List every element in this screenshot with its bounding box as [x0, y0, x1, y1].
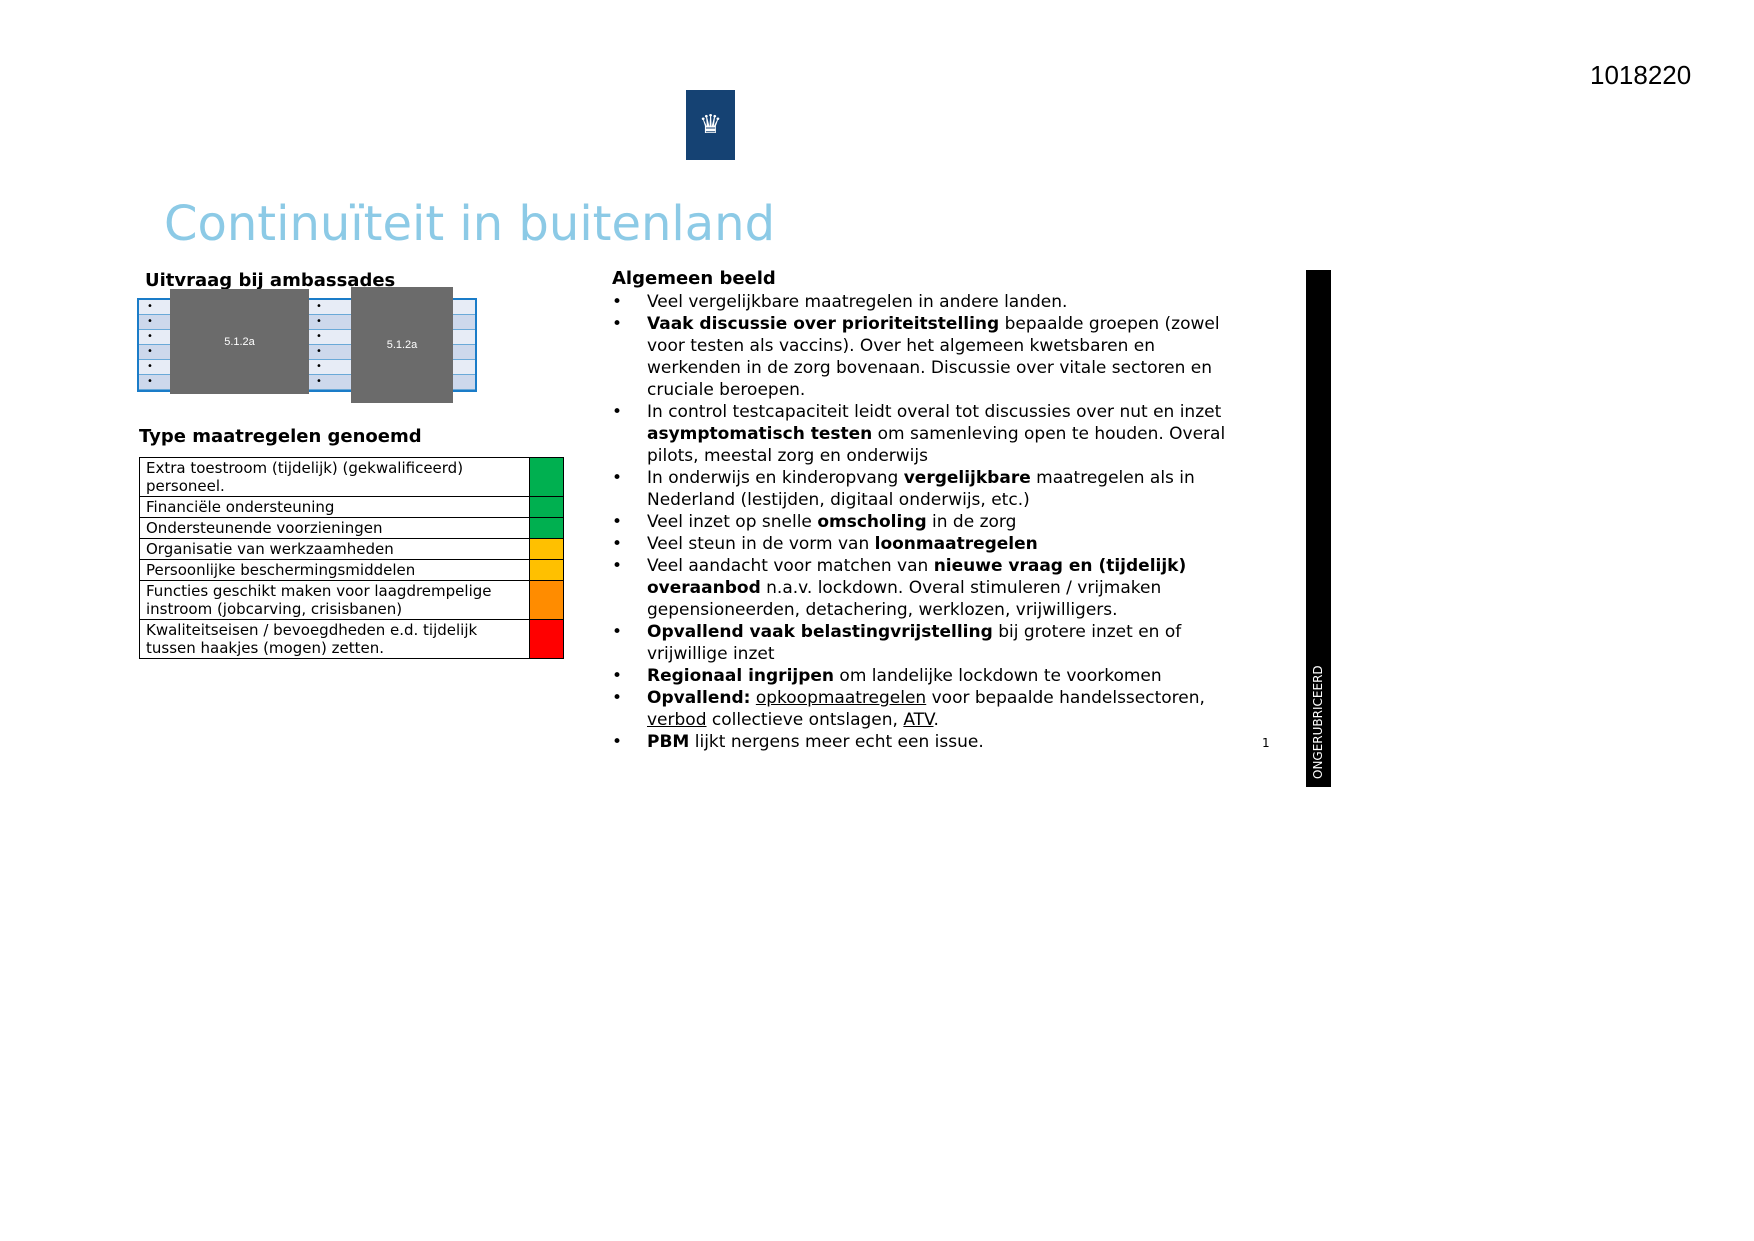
status-color-swatch: [529, 619, 564, 659]
table-row: Persoonlijke beschermingsmiddelen: [139, 559, 564, 581]
measure-label: Persoonlijke beschermingsmiddelen: [139, 559, 530, 581]
text-segment: n.a.v. lockdown. Overal stimuleren / vri…: [647, 578, 1162, 620]
text-segment: In onderwijs en kinderopvang: [647, 468, 904, 488]
text-segment: in de zorg: [926, 512, 1017, 532]
list-item: Veel aandacht voor matchen van nieuwe vr…: [612, 555, 1252, 621]
text-segment: verbod: [647, 710, 707, 730]
text-segment: bepaalde groepen (zowel voor testen als …: [647, 314, 1220, 400]
redaction-block: 5.1.2a: [351, 287, 453, 403]
status-color-swatch: [529, 538, 564, 560]
text-segment: Vaak discussie over prioriteitstelling: [647, 314, 1000, 334]
redaction-label: 5.1.2a: [386, 339, 418, 351]
classification-label: ONGERUBRICEERD: [1311, 665, 1325, 779]
text-segment: omscholing: [817, 512, 927, 532]
measures-heading: Type maatregelen genoemd: [139, 426, 422, 447]
text-segment: nieuwe vraag en (tijdelijk) overaanbod: [647, 556, 1187, 598]
text-segment: om samenleving open te houden. Overal pi…: [647, 424, 1226, 466]
page-number: 1: [1262, 736, 1270, 750]
text-segment: ATV: [903, 710, 934, 730]
status-color-swatch: [529, 496, 564, 518]
text-segment: Veel aandacht voor matchen van: [647, 556, 934, 576]
table-row: Financiële ondersteuning: [139, 496, 564, 518]
table-row: Functies geschikt maken voor laagdrempel…: [139, 580, 564, 620]
list-item: Opvallend vaak belastingvrijstelling bij…: [612, 621, 1252, 665]
document-number: 1018220: [1590, 60, 1692, 90]
list-item: Veel vergelijkbare maatregelen in andere…: [612, 291, 1252, 313]
status-color-swatch: [529, 517, 564, 539]
text-segment: loonmaatregelen: [874, 534, 1038, 554]
text-segment: Veel vergelijkbare maatregelen in andere…: [647, 292, 1068, 312]
coat-of-arms-icon: ♛: [686, 90, 735, 160]
status-color-swatch: [529, 580, 564, 620]
text-segment: In control testcapaciteit leidt overal t…: [647, 402, 1222, 422]
text-segment: asymptomatisch testen: [647, 424, 873, 444]
redaction-label: 5.1.2a: [224, 335, 255, 348]
measure-label: Functies geschikt maken voor laagdrempel…: [139, 580, 530, 620]
text-segment: Veel steun in de vorm van: [647, 534, 875, 554]
list-item: Opvallend: opkoopmaatregelen voor bepaal…: [612, 687, 1252, 731]
table-row: Kwaliteitseisen / bevoegdheden e.d. tijd…: [139, 619, 564, 659]
list-item: Regionaal ingrijpen om landelijke lockdo…: [612, 665, 1252, 687]
text-segment: voor bepaalde handelssectoren,: [926, 688, 1205, 708]
measure-label: Organisatie van werkzaamheden: [139, 538, 530, 560]
measure-label: Ondersteunende voorzieningen: [139, 517, 530, 539]
list-item: Veel steun in de vorm van loonmaatregele…: [612, 533, 1252, 555]
text-segment: collectieve ontslagen,: [706, 710, 904, 730]
measure-label: Financiële ondersteuning: [139, 496, 530, 518]
text-segment: om landelijke lockdown te voorkomen: [834, 666, 1162, 686]
survey-heading: Uitvraag bij ambassades: [145, 270, 396, 291]
text-segment: vergelijkbare: [903, 468, 1031, 488]
text-segment: opkoopmaatregelen: [755, 688, 927, 708]
general-picture-heading: Algemeen beeld: [612, 268, 776, 289]
list-item: In onderwijs en kinderopvang vergelijkba…: [612, 467, 1252, 511]
measures-table: Extra toestroom (tijdelijk) (gekwalifice…: [139, 457, 564, 659]
list-item: Vaak discussie over prioriteitstelling b…: [612, 313, 1252, 401]
list-item: PBM lijkt nergens meer echt een issue.: [612, 731, 1252, 753]
status-color-swatch: [529, 457, 564, 497]
measure-label: Kwaliteitseisen / bevoegdheden e.d. tijd…: [139, 619, 530, 659]
table-row: Extra toestroom (tijdelijk) (gekwalifice…: [139, 457, 564, 497]
text-segment: PBM: [647, 732, 690, 752]
table-row: Ondersteunende voorzieningen: [139, 517, 564, 539]
text-segment: Opvallend vaak belastingvrijstelling: [647, 622, 993, 642]
text-segment: Opvallend:: [647, 688, 751, 708]
text-segment: Regionaal ingrijpen: [647, 666, 835, 686]
list-item: In control testcapaciteit leidt overal t…: [612, 401, 1252, 467]
text-segment: .: [933, 710, 939, 730]
status-color-swatch: [529, 559, 564, 581]
general-picture-section: Algemeen beeld Veel vergelijkbare maatre…: [612, 268, 1252, 753]
text-segment: maatregelen als in Nederland (lestijden,…: [647, 468, 1195, 510]
measure-label: Extra toestroom (tijdelijk) (gekwalifice…: [139, 457, 530, 497]
list-item: Veel inzet op snelle omscholing in de zo…: [612, 511, 1252, 533]
classification-bar: ONGERUBRICEERD: [1306, 270, 1331, 787]
redaction-block: 5.1.2a: [170, 289, 309, 394]
text-segment: Veel inzet op snelle: [647, 512, 818, 532]
text-segment: lijkt nergens meer echt een issue.: [689, 732, 984, 752]
page-title: Continuïteit in buitenland: [164, 196, 776, 252]
table-row: Organisatie van werkzaamheden: [139, 538, 564, 560]
text-segment: bij grotere inzet en of vrijwillige inze…: [647, 622, 1182, 664]
bullet-list: Veel vergelijkbare maatregelen in andere…: [612, 291, 1252, 753]
